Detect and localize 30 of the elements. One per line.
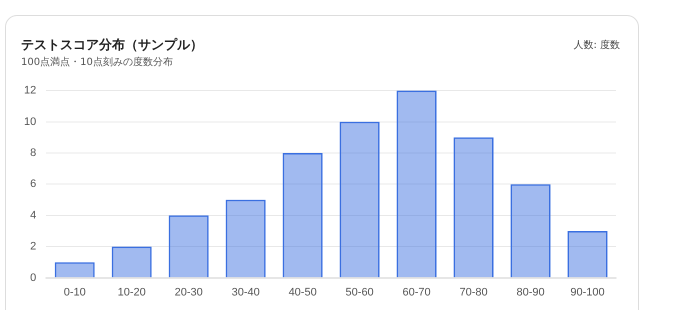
bar — [112, 246, 152, 278]
y-tick-label: 12 — [24, 84, 36, 97]
y-tick-label: 8 — [30, 147, 36, 160]
bar — [226, 200, 266, 278]
bar — [396, 90, 437, 278]
bar — [340, 122, 380, 278]
x-tick-label: 90-100 — [570, 286, 605, 298]
x-tick-label: 80-90 — [516, 286, 545, 298]
bar — [168, 215, 209, 278]
bar — [510, 184, 550, 278]
bar — [568, 231, 608, 278]
x-tick-label: 30-40 — [232, 286, 260, 298]
chart-subtitle: 100点満点・10点刻みの度数分布 — [21, 56, 173, 69]
bar — [282, 153, 323, 278]
x-tick-label: 40-50 — [288, 286, 317, 298]
x-tick-label: 50-60 — [346, 286, 374, 298]
x-tick-label: 10-20 — [118, 286, 146, 298]
y-tick-label: 10 — [24, 116, 36, 128]
x-tick-label: 0-10 — [64, 286, 86, 298]
y-tick-label: 0 — [30, 272, 36, 284]
y-tick-label: 4 — [30, 209, 36, 222]
y-tick-label: 6 — [30, 178, 36, 190]
x-tick-label: 20-30 — [174, 286, 203, 298]
x-tick-label: 60-70 — [402, 286, 431, 298]
x-tick-label: 70-80 — [459, 286, 488, 298]
bar — [54, 262, 95, 278]
chart-title: テストスコア分布（サンプル） — [21, 36, 203, 54]
y-tick-label: 2 — [30, 240, 36, 253]
bar — [454, 137, 494, 278]
text: 人数: 度数 — [573, 38, 620, 52]
